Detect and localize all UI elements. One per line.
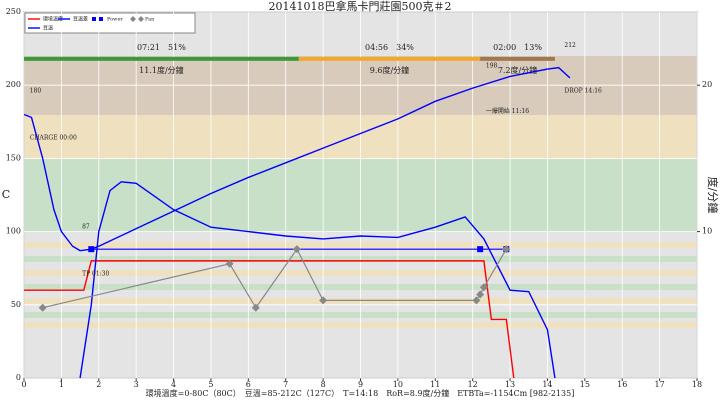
annotation: 180: [30, 88, 42, 95]
phase-ror: 7.2度/分鐘: [498, 65, 537, 75]
annotation: 一爆開始 11:16: [486, 107, 529, 115]
series-line: [23, 66, 571, 252]
x-tick-label: 18: [692, 380, 702, 389]
x-tick-label: 4: [171, 380, 176, 389]
annotation: TP 01:30: [82, 271, 109, 278]
y-tick-label: 100: [6, 227, 21, 236]
fan-marker: [225, 259, 234, 268]
legend-swatch: [130, 16, 144, 22]
annotation: DROP 14:16: [564, 88, 602, 95]
fan-marker: [479, 283, 488, 292]
x-tick-label: 13: [505, 380, 515, 389]
legend-label: 豆溫: [43, 25, 53, 32]
y-tick-label: 200: [6, 80, 21, 89]
x-tick-label: 3: [134, 380, 139, 389]
x-tick-label: 1: [59, 380, 64, 389]
x-tick-label: 10: [393, 380, 403, 389]
legend-label: Fan: [145, 17, 155, 23]
x-tick-label: 15: [580, 380, 590, 389]
fan-marker: [472, 296, 481, 305]
fan-marker: [38, 303, 47, 312]
fan-marker: [292, 245, 301, 254]
x-tick-label: 8: [321, 380, 326, 389]
phase-ror: 11.1度/分鐘: [139, 65, 184, 75]
y-tick-label: 150: [6, 153, 21, 162]
x-tick-label: 14: [542, 380, 552, 389]
chart-title: 20141018巴拿馬卡門莊園500克＃2: [269, 0, 452, 13]
phase-label: 07:21 51%: [137, 43, 186, 52]
phase-bar: [24, 56, 299, 61]
y-axis-label: C: [2, 188, 10, 201]
phase-bar: [298, 56, 481, 61]
x-tick-label: 5: [208, 380, 213, 389]
phase-ror: 9.6度/分鐘: [370, 65, 409, 75]
y2-axis-label: 度/分鐘: [706, 177, 720, 214]
annotation: CHARGE 00:00: [30, 134, 77, 141]
phase-label: 02:00 13%: [493, 43, 542, 52]
phase-bar: [480, 56, 555, 61]
x-tick-label: 16: [617, 380, 627, 389]
annotation: 212: [564, 42, 576, 49]
series-line: [79, 181, 556, 379]
footer: 環境溫度=0-80C（80C） 豆溫=85-212C（127C） T=14:18…: [146, 388, 575, 398]
fan-marker: [476, 290, 485, 299]
y2-tick-label: 10: [702, 227, 712, 236]
x-tick-label: 6: [246, 380, 251, 389]
series-line: [24, 260, 515, 379]
power-marker: [477, 246, 484, 253]
annotation: 198: [486, 63, 498, 70]
x-tick-label: 17: [655, 380, 665, 389]
x-tick-label: 7: [283, 380, 288, 389]
legend-box: [24, 12, 196, 34]
fan-marker: [319, 296, 328, 305]
legend-label: 豆溫差: [73, 16, 88, 23]
fan-marker: [251, 303, 260, 312]
x-tick-label: 2: [96, 380, 101, 389]
y-tick-label: 50: [11, 300, 21, 309]
legend-label: 環境溫度: [43, 16, 63, 23]
y-tick-label: 250: [6, 7, 21, 16]
x-tick-label: 0: [21, 380, 26, 389]
y-tick-label: 0: [16, 373, 21, 382]
annotation: 87: [82, 224, 90, 231]
x-tick-label: 12: [468, 380, 478, 389]
x-tick-label: 11: [430, 380, 440, 389]
legend-swatch: [99, 17, 103, 21]
y2-tick-label: 20: [702, 80, 712, 89]
legend-label: Power: [107, 17, 123, 23]
phase-label: 04:56 34%: [365, 43, 414, 52]
x-tick-label: 9: [358, 380, 363, 389]
fan-marker: [502, 245, 511, 254]
legend-swatch: [92, 17, 96, 21]
